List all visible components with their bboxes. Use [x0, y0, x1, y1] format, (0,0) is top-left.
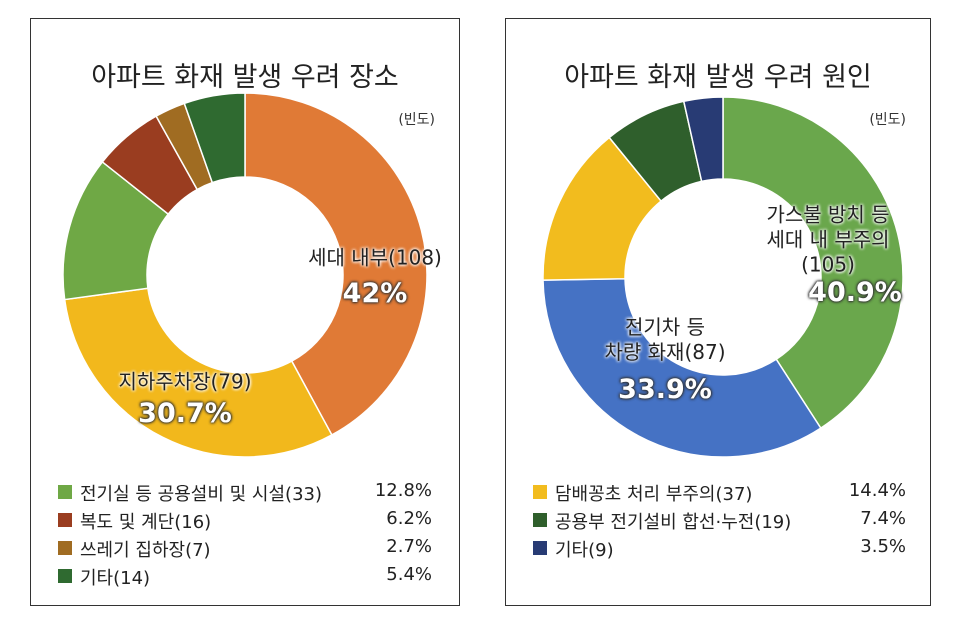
legend-percent: 2.7%	[386, 536, 432, 557]
legend-percent: 3.5%	[860, 536, 906, 557]
donut-slice	[542, 277, 822, 458]
legend-percent: 14.4%	[848, 480, 906, 501]
legend-swatch	[533, 541, 547, 555]
donut-slice	[244, 92, 428, 436]
legend-percent: 7.4%	[860, 508, 906, 529]
unit-label: (빈도)	[869, 112, 906, 128]
donut-slice	[183, 92, 246, 184]
legend-swatch	[58, 569, 72, 583]
legend-label: 기타(9)	[555, 540, 614, 561]
legend-swatch	[533, 513, 547, 527]
slice-label: 세대 내부(108)	[308, 245, 442, 270]
legend-percent: 6.2%	[386, 508, 432, 529]
donut-slice	[682, 96, 724, 183]
legend-label: 담배꽁초 처리 부주의(37)	[555, 484, 753, 505]
legend-label: 전기실 등 공용설비 및 시설(33)	[80, 484, 322, 505]
unit-label: (빈도)	[398, 112, 435, 128]
donut-slice	[63, 287, 333, 458]
legend-label: 쓰레기 집하장(7)	[80, 540, 211, 561]
legend-swatch	[58, 513, 72, 527]
slice-percent: 33.9%	[618, 374, 712, 406]
slice-percent: 30.7%	[138, 398, 232, 430]
slice-percent: 40.9%	[808, 277, 902, 309]
slice-label: 지하주차장(79)	[118, 369, 252, 394]
panel: 아파트 화재 발생 우려 원인 (빈도)	[505, 18, 931, 606]
legend-label: 기타(14)	[80, 568, 151, 589]
slice-label: 전기차 등 차량 화재(87)	[604, 315, 726, 364]
donut-slice	[722, 96, 904, 430]
chart-title: 아파트 화재 발생 우려 원인	[564, 62, 872, 93]
legend-percent: 5.4%	[386, 564, 432, 585]
legend-swatch	[58, 541, 72, 555]
slice-percent: 42%	[342, 278, 408, 310]
legend-swatch	[533, 485, 547, 499]
slice-label: 가스불 방치 등 세대 내 부주의(105)	[766, 202, 890, 277]
legend-label: 복도 및 계단(16)	[80, 512, 212, 533]
legend-percent: 12.8%	[374, 480, 432, 501]
chart-title: 아파트 화재 발생 우려 장소	[91, 62, 399, 93]
legend-swatch	[58, 485, 72, 499]
panel: 아파트 화재 발생 우려 장소 (빈도)	[30, 18, 460, 606]
legend-label: 공용부 전기설비 합선·누전(19)	[555, 512, 792, 533]
